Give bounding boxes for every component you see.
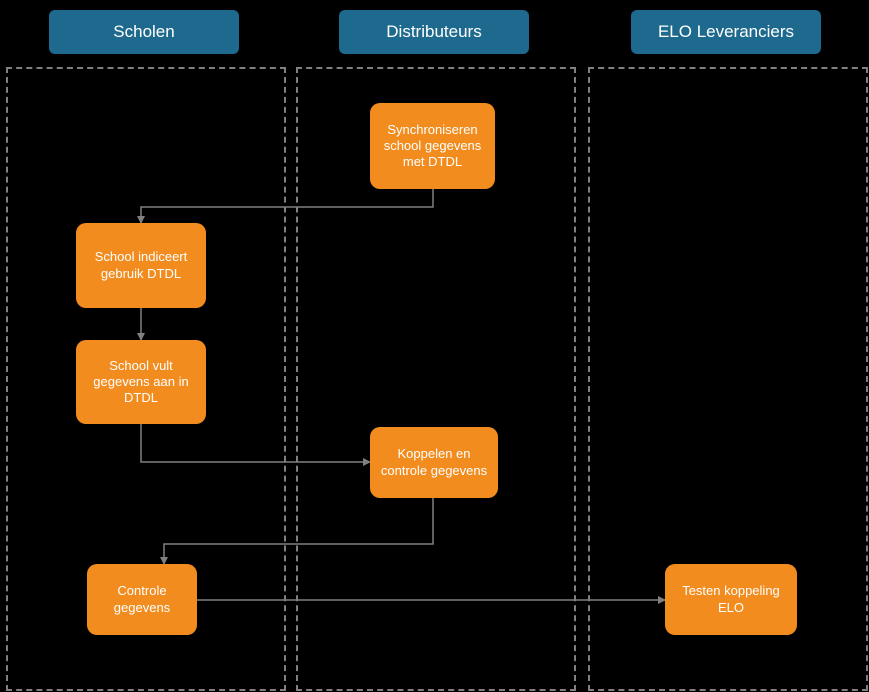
- node-label: School vult gegevens aan in DTDL: [80, 358, 202, 407]
- lane-header-scholen: Scholen: [49, 10, 239, 54]
- node-n_ctrl: Controle gegevens: [87, 564, 197, 635]
- node-label: Koppelen en controle gegevens: [374, 446, 494, 479]
- lane-header-label: ELO Leveranciers: [658, 22, 794, 42]
- lane-header-label: Distributeurs: [386, 22, 481, 42]
- lane-header-elo: ELO Leveranciers: [631, 10, 821, 54]
- node-n_koppel: Koppelen en controle gegevens: [370, 427, 498, 498]
- node-label: Synchroniseren school gegevens met DTDL: [374, 122, 491, 171]
- lane-header-label: Scholen: [113, 22, 174, 42]
- node-label: Controle gegevens: [91, 583, 193, 616]
- flowchart-canvas: Scholen Distributeurs ELO Leveranciers Sync…: [0, 0, 869, 692]
- node-n_test: Testen koppeling ELO: [665, 564, 797, 635]
- node-n_indic: School indiceert gebruik DTDL: [76, 223, 206, 308]
- node-n_sync: Synchroniseren school gegevens met DTDL: [370, 103, 495, 189]
- node-n_aanvul: School vult gegevens aan in DTDL: [76, 340, 206, 424]
- node-label: Testen koppeling ELO: [669, 583, 793, 616]
- node-label: School indiceert gebruik DTDL: [80, 249, 202, 282]
- lane-header-distributeurs: Distributeurs: [339, 10, 529, 54]
